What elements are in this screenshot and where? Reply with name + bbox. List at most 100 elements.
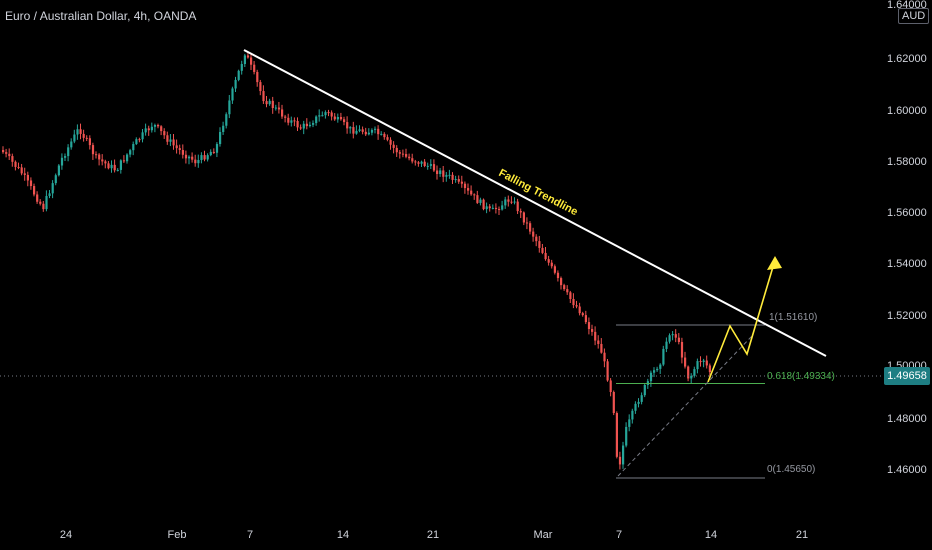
currency-badge[interactable]: AUD — [898, 8, 930, 24]
candle-body — [349, 127, 352, 129]
candle-body — [600, 343, 603, 353]
candle-body — [677, 337, 680, 342]
candle-body — [29, 180, 33, 187]
candle-body — [460, 181, 463, 184]
candle-body — [107, 163, 110, 169]
y-tick-1-54000: 1.54000 — [887, 258, 927, 270]
fib-dashed-diagonal — [617, 335, 753, 477]
candle-body — [541, 247, 544, 253]
candle-body — [581, 313, 584, 316]
candle-body — [11, 156, 14, 162]
candle-body — [507, 199, 510, 202]
candle-body — [20, 167, 23, 174]
candle-body — [138, 139, 141, 141]
candle-body — [358, 129, 361, 131]
candle-body — [302, 123, 305, 129]
candle-body — [188, 156, 191, 159]
candle-body — [8, 153, 11, 157]
candle-body — [197, 159, 200, 164]
candle-body — [191, 156, 194, 160]
candle-body — [510, 201, 513, 203]
x-tick-7-feb: 7 — [246, 529, 254, 541]
candle-body — [203, 155, 206, 160]
candle-body — [243, 55, 246, 65]
candle-body — [240, 64, 243, 71]
candle-body — [42, 203, 45, 210]
candle-body — [370, 129, 374, 133]
candle-body — [219, 131, 222, 145]
fib-label-1: 1(1.51610) — [769, 312, 818, 323]
candle-body — [135, 139, 138, 145]
candle-body — [98, 154, 101, 160]
candle-body — [488, 206, 491, 209]
candle-body — [26, 174, 29, 181]
candle-body — [665, 341, 668, 349]
candle-body — [287, 117, 290, 123]
candle-body — [386, 137, 389, 140]
candle-body — [60, 157, 64, 166]
candle-body — [250, 57, 253, 65]
candle-body — [296, 120, 299, 128]
candle-body — [401, 153, 405, 155]
candle-body — [550, 262, 553, 267]
candle-body — [284, 116, 287, 118]
candle-body — [206, 155, 209, 160]
x-tick-feb: Feb — [167, 529, 187, 541]
candle-body — [463, 183, 467, 189]
candle-body — [513, 201, 516, 203]
candle-body — [129, 150, 132, 155]
projection-path — [707, 259, 776, 383]
candle-body — [374, 128, 377, 130]
candle-body — [88, 138, 91, 146]
candle-body — [246, 55, 250, 58]
candle-body — [405, 154, 408, 157]
candle-body — [312, 123, 315, 125]
candle-body — [91, 145, 95, 155]
candle-body — [705, 360, 708, 366]
trendline-label: Falling Trendline — [497, 167, 580, 218]
y-tick-1-60000: 1.60000 — [887, 105, 927, 117]
candle-body — [408, 156, 411, 159]
candle-body — [476, 195, 479, 203]
candle-body — [299, 127, 302, 129]
candle-body — [169, 139, 172, 142]
candle-body — [141, 132, 144, 140]
candle-body — [23, 173, 26, 175]
candle-body — [699, 361, 702, 363]
x-tick-14-mar: 14 — [704, 529, 718, 541]
candle-body — [414, 161, 417, 163]
candle-body — [417, 162, 420, 164]
y-tick-1-46000: 1.46000 — [887, 464, 927, 476]
candle-body — [2, 150, 5, 153]
candle-body — [318, 115, 321, 117]
candle-body — [48, 193, 51, 196]
candle-body — [575, 305, 578, 307]
candle-body — [504, 199, 507, 206]
candle-body — [5, 152, 8, 154]
candle-body — [708, 365, 711, 373]
candle-body — [346, 122, 349, 129]
candle-body — [79, 129, 82, 134]
candle-body — [423, 161, 426, 167]
candle-body — [256, 71, 259, 83]
candle-body — [563, 285, 566, 290]
candle-body — [609, 380, 612, 393]
candle-body — [268, 100, 271, 105]
x-tick-24: 24 — [59, 529, 73, 541]
candle-body — [57, 165, 60, 176]
candle-body — [293, 120, 296, 122]
candle-body — [172, 139, 175, 146]
candle-body — [501, 205, 504, 210]
candle-body — [674, 334, 677, 338]
candle-body — [479, 199, 482, 203]
fib-label-0: 0(1.45650) — [767, 464, 816, 475]
candle-body — [113, 164, 116, 171]
candle-body — [324, 112, 327, 116]
candle-body — [634, 403, 637, 411]
candle-body — [615, 413, 618, 457]
candle-body — [671, 334, 674, 336]
y-tick-1-52000: 1.52000 — [887, 310, 927, 322]
candle-body — [470, 190, 473, 195]
candle-body — [659, 364, 662, 369]
